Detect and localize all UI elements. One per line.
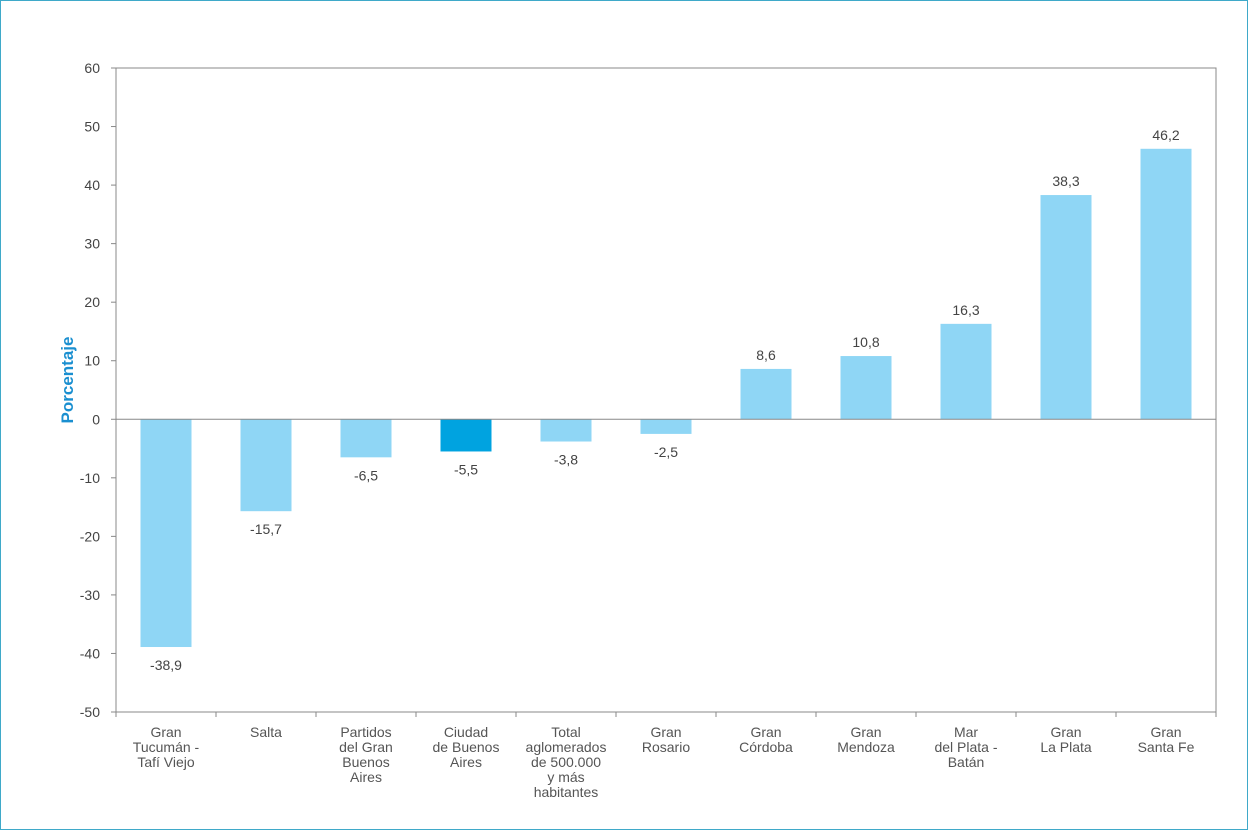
y-tick-label: 40 xyxy=(84,177,100,193)
category-label-line: aglomerados xyxy=(526,739,607,755)
bar xyxy=(1140,148,1192,420)
category-label-line: Gran xyxy=(150,724,181,740)
category-label-line: Tucumán - xyxy=(133,739,200,755)
bar xyxy=(940,323,992,420)
y-tick-label: -20 xyxy=(80,528,100,544)
bar xyxy=(640,419,692,434)
category-label: Gran Tucumán -Tafí Viejo xyxy=(133,724,200,770)
y-tick-label: 0 xyxy=(92,411,100,427)
plot-area xyxy=(115,67,1217,713)
category-label-line: Partidos xyxy=(340,724,391,740)
y-tick-label: 30 xyxy=(84,236,100,252)
category-label-line: Salta xyxy=(250,724,282,740)
category-label-line: Batán xyxy=(948,754,985,770)
category-label-line: Gran xyxy=(850,724,881,740)
category-label-line: Rosario xyxy=(642,739,690,755)
data-label: -5,5 xyxy=(454,461,478,477)
category-label: Ciudad de Buenos Aires xyxy=(433,724,500,770)
category-label-line: Ciudad xyxy=(444,724,488,740)
category-label-line: Santa Fe xyxy=(1138,739,1195,755)
category-label-line: y más xyxy=(547,769,584,785)
y-tick-label: -40 xyxy=(80,645,100,661)
category-label-line: Gran xyxy=(1150,724,1181,740)
data-label: -2,5 xyxy=(654,444,678,460)
category-label-line: Gran xyxy=(1050,724,1081,740)
category-label-line: habitantes xyxy=(534,784,599,800)
bar xyxy=(140,419,192,648)
category-label: Gran Rosario xyxy=(642,724,690,755)
data-labels: -38,9 -15,7 -6,5 -5,5 -3,8 -2,5 8,6 10,8 16,3 38,… xyxy=(150,127,1180,673)
bar xyxy=(1040,195,1092,420)
category-label-line: La Plata xyxy=(1040,739,1092,755)
category-label-line: del Gran xyxy=(339,739,393,755)
category-label-line: de Buenos xyxy=(433,739,500,755)
data-label: 38,3 xyxy=(1052,173,1079,189)
category-label-line: del Plata - xyxy=(934,739,997,755)
category-label-line: Tafí Viejo xyxy=(137,754,195,770)
bars xyxy=(140,148,1192,648)
category-label: Total aglomerados de 500.000 y más habitante… xyxy=(526,724,607,800)
y-tick-label: 50 xyxy=(84,119,100,135)
y-tick-label: 60 xyxy=(84,60,100,76)
y-axis-ticks: 60 50 40 30 20 10 0 -10 -20 -30 -40 -50 xyxy=(80,60,116,720)
y-tick-label: -30 xyxy=(80,587,100,603)
y-tick-label: -10 xyxy=(80,470,100,486)
y-tick-label: 10 xyxy=(84,353,100,369)
bar xyxy=(540,419,592,442)
bar xyxy=(840,356,892,420)
category-label: Mar del Plata -Batán xyxy=(934,724,997,770)
plot-border xyxy=(115,67,1217,713)
y-tick-label: 20 xyxy=(84,294,100,310)
x-axis-ticks xyxy=(115,712,1217,717)
data-label: -38,9 xyxy=(150,657,182,673)
category-label: Salta xyxy=(250,724,282,740)
data-label: 8,6 xyxy=(756,347,776,363)
y-axis-label: Porcentaje xyxy=(58,337,77,424)
data-label: 16,3 xyxy=(952,302,979,318)
category-label: Gran Santa Fe xyxy=(1138,724,1195,755)
bar xyxy=(340,419,392,458)
y-tick-label: -50 xyxy=(80,704,100,720)
data-label: -15,7 xyxy=(250,521,282,537)
bar xyxy=(740,368,792,420)
category-label-line: Córdoba xyxy=(739,739,793,755)
category-label-line: Gran xyxy=(750,724,781,740)
category-label: Gran Mendoza xyxy=(837,724,895,755)
bar xyxy=(240,419,292,512)
category-label: Partidos del Gran Buenos Aires xyxy=(339,724,393,785)
data-label: -6,5 xyxy=(354,467,378,483)
data-label: -3,8 xyxy=(554,452,578,468)
category-label-line: Aires xyxy=(450,754,482,770)
category-label: Gran La Plata xyxy=(1040,724,1092,755)
category-label-line: Buenos xyxy=(342,754,389,770)
category-label-line: de 500.000 xyxy=(531,754,601,770)
category-label-line: Gran xyxy=(650,724,681,740)
category-label-line: Total xyxy=(551,724,581,740)
category-label-line: Mendoza xyxy=(837,739,895,755)
category-label-line: Aires xyxy=(350,769,382,785)
category-label-line: Mar xyxy=(954,724,978,740)
data-label: 46,2 xyxy=(1152,127,1179,143)
data-label: 10,8 xyxy=(852,334,879,350)
category-label: Gran Córdoba xyxy=(739,724,793,755)
bar xyxy=(440,419,492,452)
